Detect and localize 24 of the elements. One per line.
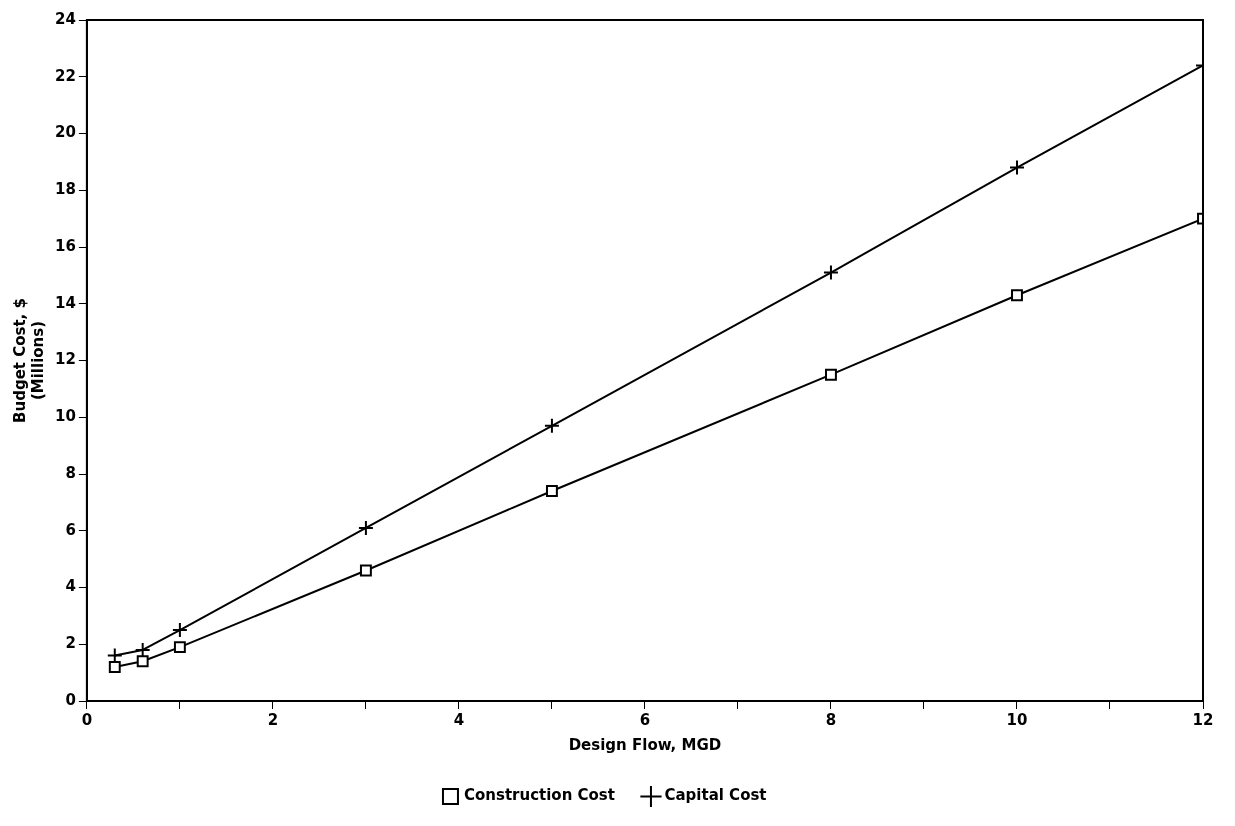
y-tick-label: 2 <box>65 634 76 653</box>
y-tick-label: 22 <box>55 66 76 85</box>
x-axis-title: Design Flow, MGD <box>568 735 722 754</box>
x-tick-label: 0 <box>81 710 93 729</box>
y-tick-label: 10 <box>55 407 76 426</box>
y-tick-label: 4 <box>65 577 76 596</box>
y-tick-label: 14 <box>55 293 76 312</box>
y-tick-label: 24 <box>55 9 76 28</box>
legend-label: Construction Cost <box>463 786 615 805</box>
y-tick-label: 12 <box>55 350 76 369</box>
x-tick-label: 6 <box>639 710 651 729</box>
y-tick-label: 20 <box>55 123 76 142</box>
legend-label: Capital Cost <box>664 786 767 805</box>
y-tick-label: 8 <box>65 463 76 482</box>
y-tick-label: 18 <box>55 180 76 199</box>
x-tick-label: 8 <box>825 710 837 729</box>
x-tick-label: 4 <box>453 710 465 729</box>
x-tick-label: 2 <box>267 710 279 729</box>
y-tick-label: 0 <box>65 690 76 709</box>
y-axis-title: Budget Cost, $ (Millions) <box>10 298 47 423</box>
x-tick-label: 12 <box>1192 710 1214 729</box>
y-tick-label: 16 <box>55 236 76 255</box>
x-tick-label: 10 <box>1006 710 1028 729</box>
y-tick-label: 6 <box>65 520 76 539</box>
